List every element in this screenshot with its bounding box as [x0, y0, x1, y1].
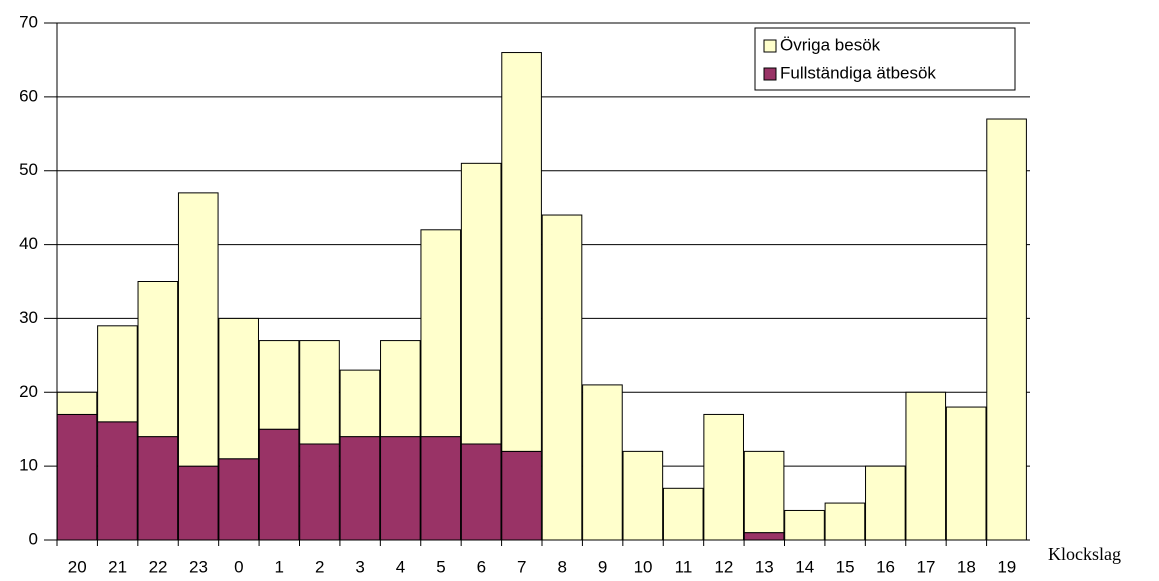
bar-segment [986, 118, 1027, 541]
bar-segment [97, 421, 138, 541]
x-tick-label: 10 [634, 557, 653, 576]
bar-segment [299, 340, 340, 445]
legend-box [754, 27, 1016, 91]
bar-segment [582, 384, 623, 541]
bar-segment [501, 450, 542, 541]
bar-segment [743, 450, 785, 534]
x-tick-label: 12 [714, 557, 733, 576]
bar-segment [743, 532, 785, 541]
x-tick-label: 23 [189, 557, 208, 576]
bar-segment [824, 502, 866, 541]
x-tick-label: 18 [957, 557, 976, 576]
bar-segment [177, 192, 219, 467]
legend-label: Fullständiga ätbesök [780, 63, 936, 82]
bar-segment [865, 465, 906, 541]
bar-segment [258, 340, 300, 430]
x-tick-label: 11 [675, 557, 693, 576]
legend-swatch [763, 67, 777, 81]
x-tick-label: 21 [108, 557, 127, 576]
y-tick-label: 10 [19, 456, 38, 475]
x-tick-label: 13 [755, 557, 774, 576]
x-axis-label: Klockslag [1048, 544, 1121, 564]
x-tick-label: 1 [275, 557, 284, 576]
bar-segment [703, 413, 744, 541]
x-tick-label: 8 [557, 557, 566, 576]
bar-segment [97, 325, 138, 423]
x-tick-label: 16 [876, 557, 895, 576]
y-tick-label: 40 [19, 234, 38, 253]
bar-segment [945, 406, 987, 541]
y-tick-label: 0 [29, 529, 38, 548]
y-tick-label: 70 [19, 12, 38, 31]
bar-segment [541, 214, 583, 541]
bar-segment [501, 52, 542, 452]
x-tick-label: 6 [477, 557, 486, 576]
bar-segment [460, 162, 502, 445]
bar-segment [137, 281, 179, 438]
bar-segment [784, 509, 825, 541]
bar-segment [299, 443, 340, 541]
bar-segment [420, 229, 462, 438]
bar-segment [380, 340, 421, 438]
bar-segment [460, 443, 502, 541]
x-tick-label: 20 [68, 557, 87, 576]
bar-segment [380, 436, 421, 541]
y-tick-label: 60 [19, 86, 38, 105]
bar-segment [622, 450, 664, 541]
bar-segment [905, 391, 947, 541]
legend-label: Övriga besök [780, 35, 881, 54]
bar-segment [137, 436, 179, 541]
x-tick-label: 4 [396, 557, 405, 576]
x-tick-label: 7 [517, 557, 526, 576]
bar-segment [258, 428, 300, 541]
legend-swatch [763, 39, 777, 53]
y-tick-label: 30 [19, 308, 38, 327]
x-tick-label: 22 [149, 557, 168, 576]
bar-segment [420, 436, 462, 541]
x-tick-label: 17 [916, 557, 935, 576]
bar-segment [56, 413, 98, 541]
bar-segment [662, 487, 704, 541]
y-tick-label: 20 [19, 382, 38, 401]
bar-segment [218, 458, 259, 541]
bar-segment [339, 369, 381, 438]
x-tick-label: 3 [355, 557, 364, 576]
bar-segment [218, 317, 259, 460]
x-tick-label: 14 [795, 557, 814, 576]
bar-segment [339, 436, 381, 541]
x-tick-label: 15 [836, 557, 855, 576]
x-tick-label: 2 [315, 557, 324, 576]
x-tick-label: 0 [234, 557, 243, 576]
y-tick-label: 50 [19, 160, 38, 179]
bar-segment [56, 391, 98, 415]
x-tick-label: 19 [997, 557, 1016, 576]
x-tick-label: 9 [598, 557, 607, 576]
bar-segment [177, 465, 219, 541]
x-tick-label: 5 [436, 557, 445, 576]
